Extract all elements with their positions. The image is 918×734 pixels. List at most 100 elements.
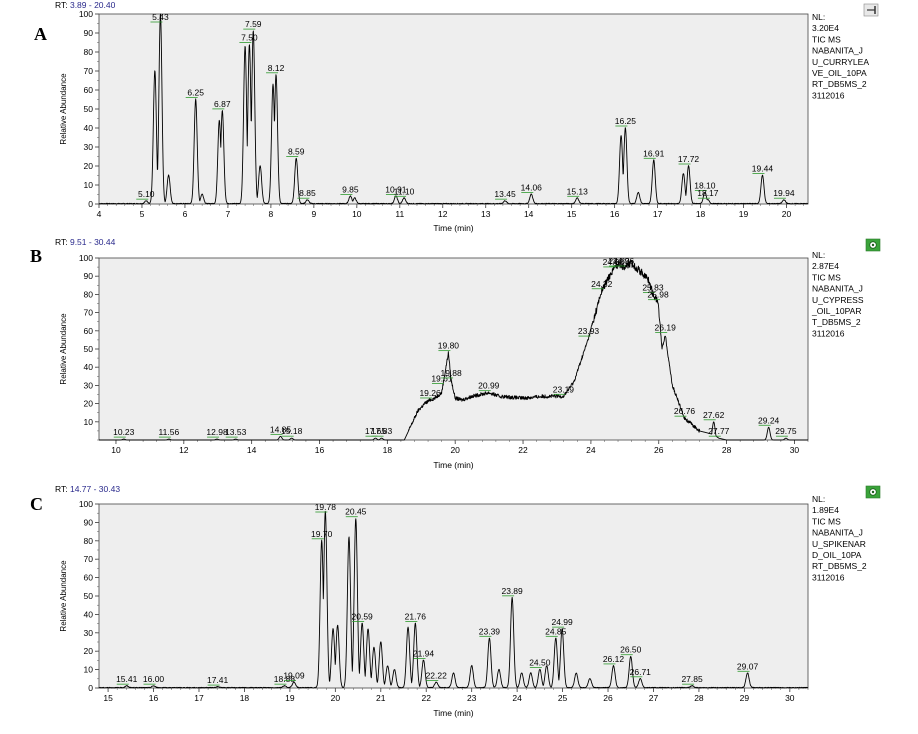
x-tick-label: 28 bbox=[694, 693, 704, 703]
peak-label: 24.85 bbox=[545, 626, 567, 636]
info-line: NABANITA_J bbox=[812, 46, 863, 56]
peak-label: 29.75 bbox=[775, 426, 797, 436]
peak-label: 7.50 bbox=[241, 32, 258, 42]
y-tick-label: 90 bbox=[84, 517, 94, 527]
green-gear-icon[interactable] bbox=[866, 239, 880, 251]
peak-label: 19.70 bbox=[311, 529, 333, 539]
y-tick-label: 20 bbox=[84, 399, 94, 409]
x-tick-label: 13 bbox=[481, 209, 491, 219]
x-tick-label: 18 bbox=[696, 209, 706, 219]
peak-label: 13.45 bbox=[494, 189, 516, 199]
x-tick-label: 15 bbox=[103, 693, 113, 703]
x-tick-label: 6 bbox=[183, 209, 188, 219]
x-tick-label: 19 bbox=[739, 209, 749, 219]
x-tick-label: 12 bbox=[438, 209, 448, 219]
x-tick-label: 24 bbox=[586, 445, 596, 455]
green-gear-icon[interactable] bbox=[866, 486, 880, 498]
peak-label: 19.80 bbox=[438, 341, 460, 351]
x-tick-label: 27 bbox=[649, 693, 659, 703]
x-tick-label: 20 bbox=[450, 445, 460, 455]
x-tick-label: 28 bbox=[722, 445, 732, 455]
y-tick-label: 50 bbox=[84, 344, 94, 354]
info-line: 3112016 bbox=[812, 328, 845, 338]
x-axis-title: Time (min) bbox=[433, 708, 473, 718]
x-tick-label: 17 bbox=[194, 693, 204, 703]
x-tick-label: 8 bbox=[269, 209, 274, 219]
peak-label: 24.99 bbox=[551, 617, 573, 627]
y-tick-label: 70 bbox=[84, 554, 94, 564]
peak-label: 8.12 bbox=[268, 63, 285, 73]
y-tick-label: 10 bbox=[84, 665, 94, 675]
info-line: 1.89E4 bbox=[812, 505, 839, 515]
peak-label: 15.41 bbox=[116, 674, 138, 684]
x-tick-label: 14 bbox=[524, 209, 534, 219]
y-tick-label: 30 bbox=[84, 380, 94, 390]
x-tick-label: 17 bbox=[653, 209, 663, 219]
peak-label: 24.32 bbox=[591, 279, 613, 289]
info-line: NL: bbox=[812, 494, 825, 504]
info-line: RT_DB5MS_2 bbox=[812, 561, 867, 571]
y-tick-label: 70 bbox=[84, 308, 94, 318]
peak-label: 24.96 bbox=[613, 256, 635, 266]
y-axis-title: Relative Abundance bbox=[59, 313, 68, 385]
x-tick-label: 18 bbox=[240, 693, 250, 703]
panel-letter: A bbox=[34, 24, 47, 44]
peak-label: 10.23 bbox=[113, 427, 135, 437]
peak-label: 16.91 bbox=[643, 148, 665, 158]
x-tick-label: 14 bbox=[247, 445, 257, 455]
peak-label: 19.09 bbox=[283, 670, 305, 680]
peak-label: 27.62 bbox=[703, 410, 725, 420]
peak-label: 24.50 bbox=[529, 658, 551, 668]
y-tick-label: 30 bbox=[84, 142, 94, 152]
x-tick-label: 20 bbox=[782, 209, 792, 219]
peak-label: 23.39 bbox=[479, 626, 501, 636]
y-tick-label: 100 bbox=[79, 253, 93, 263]
peak-label: 23.19 bbox=[553, 384, 575, 394]
peak-label: 21.76 bbox=[405, 612, 427, 622]
x-tick-label: 4 bbox=[97, 209, 102, 219]
info-line: D_OIL_10PA bbox=[812, 550, 862, 560]
y-tick-label: 50 bbox=[84, 104, 94, 114]
rt-prefix: RT: bbox=[55, 0, 70, 10]
x-tick-label: 22 bbox=[421, 693, 431, 703]
info-line: U_CYPRESS bbox=[812, 295, 864, 305]
peak-label: 5.10 bbox=[138, 189, 155, 199]
peak-label: 21.94 bbox=[413, 648, 435, 658]
rt-prefix: RT: bbox=[55, 237, 70, 247]
y-tick-label: 60 bbox=[84, 573, 94, 583]
peak-label: 11.56 bbox=[159, 427, 180, 437]
x-axis-title: Time (min) bbox=[433, 223, 473, 233]
info-line: 3112016 bbox=[812, 572, 845, 582]
peak-label: 20.45 bbox=[345, 507, 367, 517]
peak-label: 26.76 bbox=[674, 406, 696, 416]
x-tick-label: 10 bbox=[352, 209, 362, 219]
x-tick-label: 16 bbox=[610, 209, 620, 219]
y-tick-label: 80 bbox=[84, 47, 94, 57]
y-tick-label: 20 bbox=[84, 161, 94, 171]
y-tick-label: 10 bbox=[84, 417, 94, 427]
y-axis-title: Relative Abundance bbox=[59, 73, 68, 145]
x-tick-label: 22 bbox=[518, 445, 528, 455]
info-line: RT_DB5MS_2 bbox=[812, 79, 867, 89]
peak-label: 25.98 bbox=[647, 290, 669, 300]
x-tick-label: 20 bbox=[331, 693, 341, 703]
peak-label: 26.71 bbox=[630, 667, 652, 677]
x-tick-label: 18 bbox=[383, 445, 393, 455]
rt-prefix: RT: bbox=[55, 484, 70, 494]
peak-label: 22.22 bbox=[426, 670, 448, 680]
x-tick-label: 26 bbox=[603, 693, 613, 703]
info-line: NABANITA_J bbox=[812, 284, 863, 294]
y-axis-title: Relative Abundance bbox=[59, 560, 68, 632]
pin-icon[interactable] bbox=[864, 4, 878, 16]
y-tick-label: 80 bbox=[84, 289, 94, 299]
peak-label: 13.53 bbox=[225, 427, 247, 437]
plot-area bbox=[99, 14, 808, 204]
y-tick-label: 50 bbox=[84, 591, 94, 601]
peak-label: 14.06 bbox=[521, 183, 543, 193]
rt-range-value: 14.77 - 30.43 bbox=[70, 484, 120, 494]
peak-label: 15.18 bbox=[281, 426, 303, 436]
peak-label: 19.78 bbox=[315, 502, 337, 512]
info-line: TIC MS bbox=[812, 516, 841, 526]
x-tick-label: 26 bbox=[654, 445, 664, 455]
